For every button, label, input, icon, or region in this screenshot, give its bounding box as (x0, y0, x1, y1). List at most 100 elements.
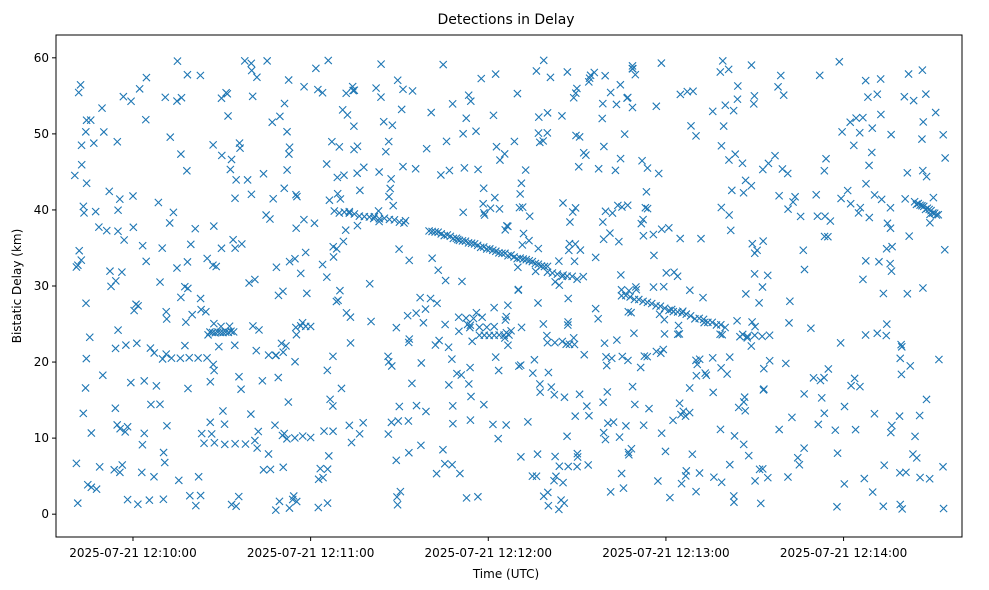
data-point (285, 257, 294, 266)
data-point (217, 94, 226, 103)
data-point (283, 165, 292, 174)
data-point (649, 251, 658, 260)
data-point (145, 496, 154, 505)
data-point (922, 395, 931, 404)
data-point (502, 312, 511, 321)
data-point (209, 319, 218, 328)
data-point (624, 286, 633, 295)
data-point (571, 203, 580, 212)
data-point (436, 170, 445, 179)
data-point (417, 358, 426, 367)
data-point (887, 130, 896, 139)
data-point (692, 487, 701, 496)
data-point (820, 232, 829, 241)
data-point (660, 329, 669, 338)
data-point (676, 90, 685, 99)
data-point (162, 307, 171, 316)
data-point (517, 179, 526, 188)
data-point (82, 354, 91, 363)
data-point (191, 224, 200, 233)
data-point (733, 95, 742, 104)
data-point (643, 164, 652, 173)
data-point (218, 407, 227, 415)
data-point (929, 193, 938, 202)
data-point (564, 294, 573, 303)
data-point (598, 218, 607, 226)
data-point (191, 501, 200, 510)
data-point (374, 206, 383, 215)
data-point (784, 205, 793, 214)
data-point (603, 419, 612, 428)
y-tick-label: 40 (34, 203, 49, 217)
data-point (887, 421, 896, 430)
data-point (570, 257, 579, 266)
data-point (815, 71, 824, 80)
data-point (774, 82, 783, 91)
data-point (448, 460, 457, 469)
data-point (876, 110, 885, 119)
data-point (861, 256, 870, 265)
data-point (721, 323, 730, 332)
data-point (685, 286, 694, 295)
data-point (466, 363, 475, 372)
data-point (401, 216, 410, 225)
data-point (324, 56, 333, 65)
data-point (510, 137, 519, 146)
data-point (114, 206, 123, 215)
data-point (724, 65, 733, 74)
data-point (776, 71, 785, 80)
data-point (246, 410, 255, 419)
data-point (558, 337, 567, 346)
data-point (550, 390, 559, 399)
data-point (835, 57, 844, 66)
data-point (149, 472, 158, 481)
data-point (669, 416, 678, 425)
data-point (95, 462, 104, 471)
data-point (252, 346, 261, 355)
data-point (939, 462, 948, 471)
data-point (534, 244, 543, 253)
data-point (886, 428, 895, 437)
data-point (631, 282, 640, 291)
data-point (632, 285, 641, 294)
data-point (870, 409, 879, 418)
data-point (333, 173, 342, 182)
data-point (328, 401, 337, 410)
data-point (623, 93, 632, 102)
data-point (868, 124, 877, 133)
data-point (342, 89, 351, 98)
data-point (227, 500, 236, 509)
data-point (502, 420, 511, 429)
x-axis-label: Time (UTC) (472, 567, 539, 581)
data-point (631, 70, 640, 79)
data-point (479, 184, 488, 193)
data-point (290, 254, 299, 263)
data-point (837, 194, 846, 203)
data-point (489, 111, 498, 120)
data-point (328, 352, 337, 361)
data-point (343, 110, 352, 119)
data-point (530, 355, 539, 364)
data-point (903, 168, 912, 177)
data-point (154, 198, 163, 207)
data-point (654, 169, 663, 178)
data-point (564, 462, 573, 471)
data-point (895, 468, 904, 477)
data-point (127, 97, 136, 106)
data-point (716, 425, 725, 434)
data-point (113, 137, 122, 146)
data-point (783, 169, 792, 178)
data-point (166, 133, 175, 142)
data-point (624, 307, 633, 316)
data-point (939, 130, 948, 139)
data-point (563, 321, 572, 330)
data-point (438, 445, 447, 454)
data-point (716, 320, 725, 329)
data-point (897, 370, 906, 379)
data-point (454, 313, 463, 322)
data-point (252, 73, 261, 82)
data-point (675, 329, 684, 338)
data-point (158, 354, 167, 363)
data-point (404, 338, 413, 347)
